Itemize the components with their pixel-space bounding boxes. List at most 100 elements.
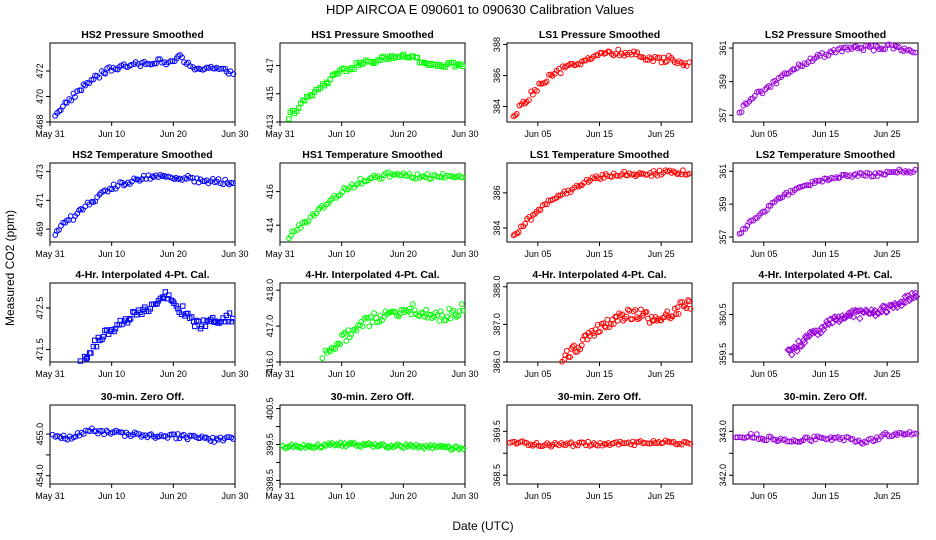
x-tick-label: May 31 (35, 491, 65, 501)
data-point (126, 317, 132, 323)
data-point (633, 439, 640, 446)
data-point (167, 58, 174, 64)
data-point (381, 442, 389, 451)
data-point (511, 438, 518, 445)
data-point (811, 433, 818, 440)
x-tick-label: Jun 05 (524, 249, 551, 259)
y-tick-label: 399.5 (265, 433, 275, 456)
x-tick-label: Jun 30 (221, 369, 248, 379)
data-point (825, 320, 833, 329)
data-point (805, 182, 812, 189)
data-point (585, 179, 592, 185)
data-point (802, 434, 809, 441)
data-point (892, 301, 900, 309)
data-point (139, 176, 146, 182)
data-point (323, 79, 330, 85)
x-tick-label: Jun 25 (648, 249, 675, 259)
data-point (673, 311, 679, 318)
data-point (904, 47, 910, 54)
x-tick-label: Jun 15 (812, 249, 839, 259)
data-point (563, 348, 570, 354)
data-point (539, 443, 546, 449)
data-point (737, 434, 744, 441)
y-tick-label: 388.0 (492, 275, 502, 298)
data-point (592, 326, 599, 333)
data-point (654, 172, 661, 179)
panel-frame (279, 42, 466, 123)
x-tick-label: Jun 30 (221, 129, 248, 139)
data-point (650, 58, 657, 65)
y-tick-label: 454.0 (35, 464, 45, 487)
data-point (604, 316, 611, 323)
data-point (791, 187, 798, 193)
data-point (740, 226, 746, 232)
data-point (102, 70, 109, 77)
data-point (377, 312, 384, 319)
data-point (634, 49, 641, 56)
data-point (518, 223, 524, 230)
data-point (436, 318, 443, 324)
data-point (574, 442, 581, 449)
data-points (732, 429, 920, 447)
data-point (168, 431, 175, 438)
data-point (638, 306, 644, 313)
data-point (537, 207, 544, 214)
data-point (676, 440, 683, 447)
data-point (90, 343, 97, 350)
data-point (514, 230, 521, 237)
data-point (210, 65, 216, 72)
panel-title: 4-Hr. Interpolated 4-Pt. Cal. (75, 269, 209, 281)
data-point (677, 299, 684, 306)
data-point (879, 302, 887, 310)
panel-1-2: LS1 Temperature Smoothed Jun 05 Jun 15 Jun … (492, 149, 693, 259)
data-point (606, 324, 613, 331)
data-point (907, 169, 914, 176)
data-point (806, 328, 814, 336)
x-tick-label: Jun 25 (648, 491, 675, 501)
y-tick-label: 413 (265, 114, 275, 129)
data-point (877, 308, 886, 316)
panel-0-0: HS2 Pressure Smoothed May 31 Jun 10 Jun 20 J… (35, 29, 249, 139)
x-tick-label: Jun 15 (586, 249, 613, 259)
x-tick-label: May 31 (265, 249, 295, 259)
data-point (78, 87, 85, 94)
data-point (187, 174, 194, 181)
panel-title: 30-min. Zero Off. (101, 391, 185, 403)
data-point (578, 342, 585, 349)
data-point (351, 326, 358, 333)
data-point (460, 174, 467, 181)
data-point (180, 303, 186, 309)
data-point (283, 443, 291, 452)
data-point (199, 178, 206, 185)
data-point (650, 168, 657, 174)
data-point (848, 307, 856, 315)
data-point (367, 314, 374, 320)
data-point (571, 342, 577, 349)
data-point (296, 105, 302, 111)
data-point (896, 166, 903, 173)
data-point (860, 47, 867, 54)
data-point (326, 441, 334, 449)
y-tick-label: 417 (265, 58, 275, 73)
data-point (759, 90, 766, 97)
data-point (888, 169, 895, 175)
data-point (460, 307, 466, 314)
data-point (664, 308, 671, 315)
data-point (88, 350, 94, 356)
data-point (100, 334, 107, 340)
data-point (139, 432, 146, 439)
data-point (621, 52, 628, 59)
data-point (847, 44, 853, 51)
y-tick-label: 455.0 (35, 423, 45, 446)
data-point (230, 71, 237, 78)
x-tick-label: Jun 20 (160, 369, 187, 379)
y-tick-label: 384 (492, 99, 502, 114)
panel-3-0: 30-min. Zero Off. May 31 Jun 10 Jun 20 Jun 3… (35, 391, 249, 501)
data-point (623, 313, 630, 320)
data-point (912, 49, 919, 56)
data-point (376, 318, 383, 325)
data-point (597, 328, 603, 335)
data-point (882, 308, 890, 316)
data-point (525, 97, 532, 104)
data-point (371, 310, 378, 316)
